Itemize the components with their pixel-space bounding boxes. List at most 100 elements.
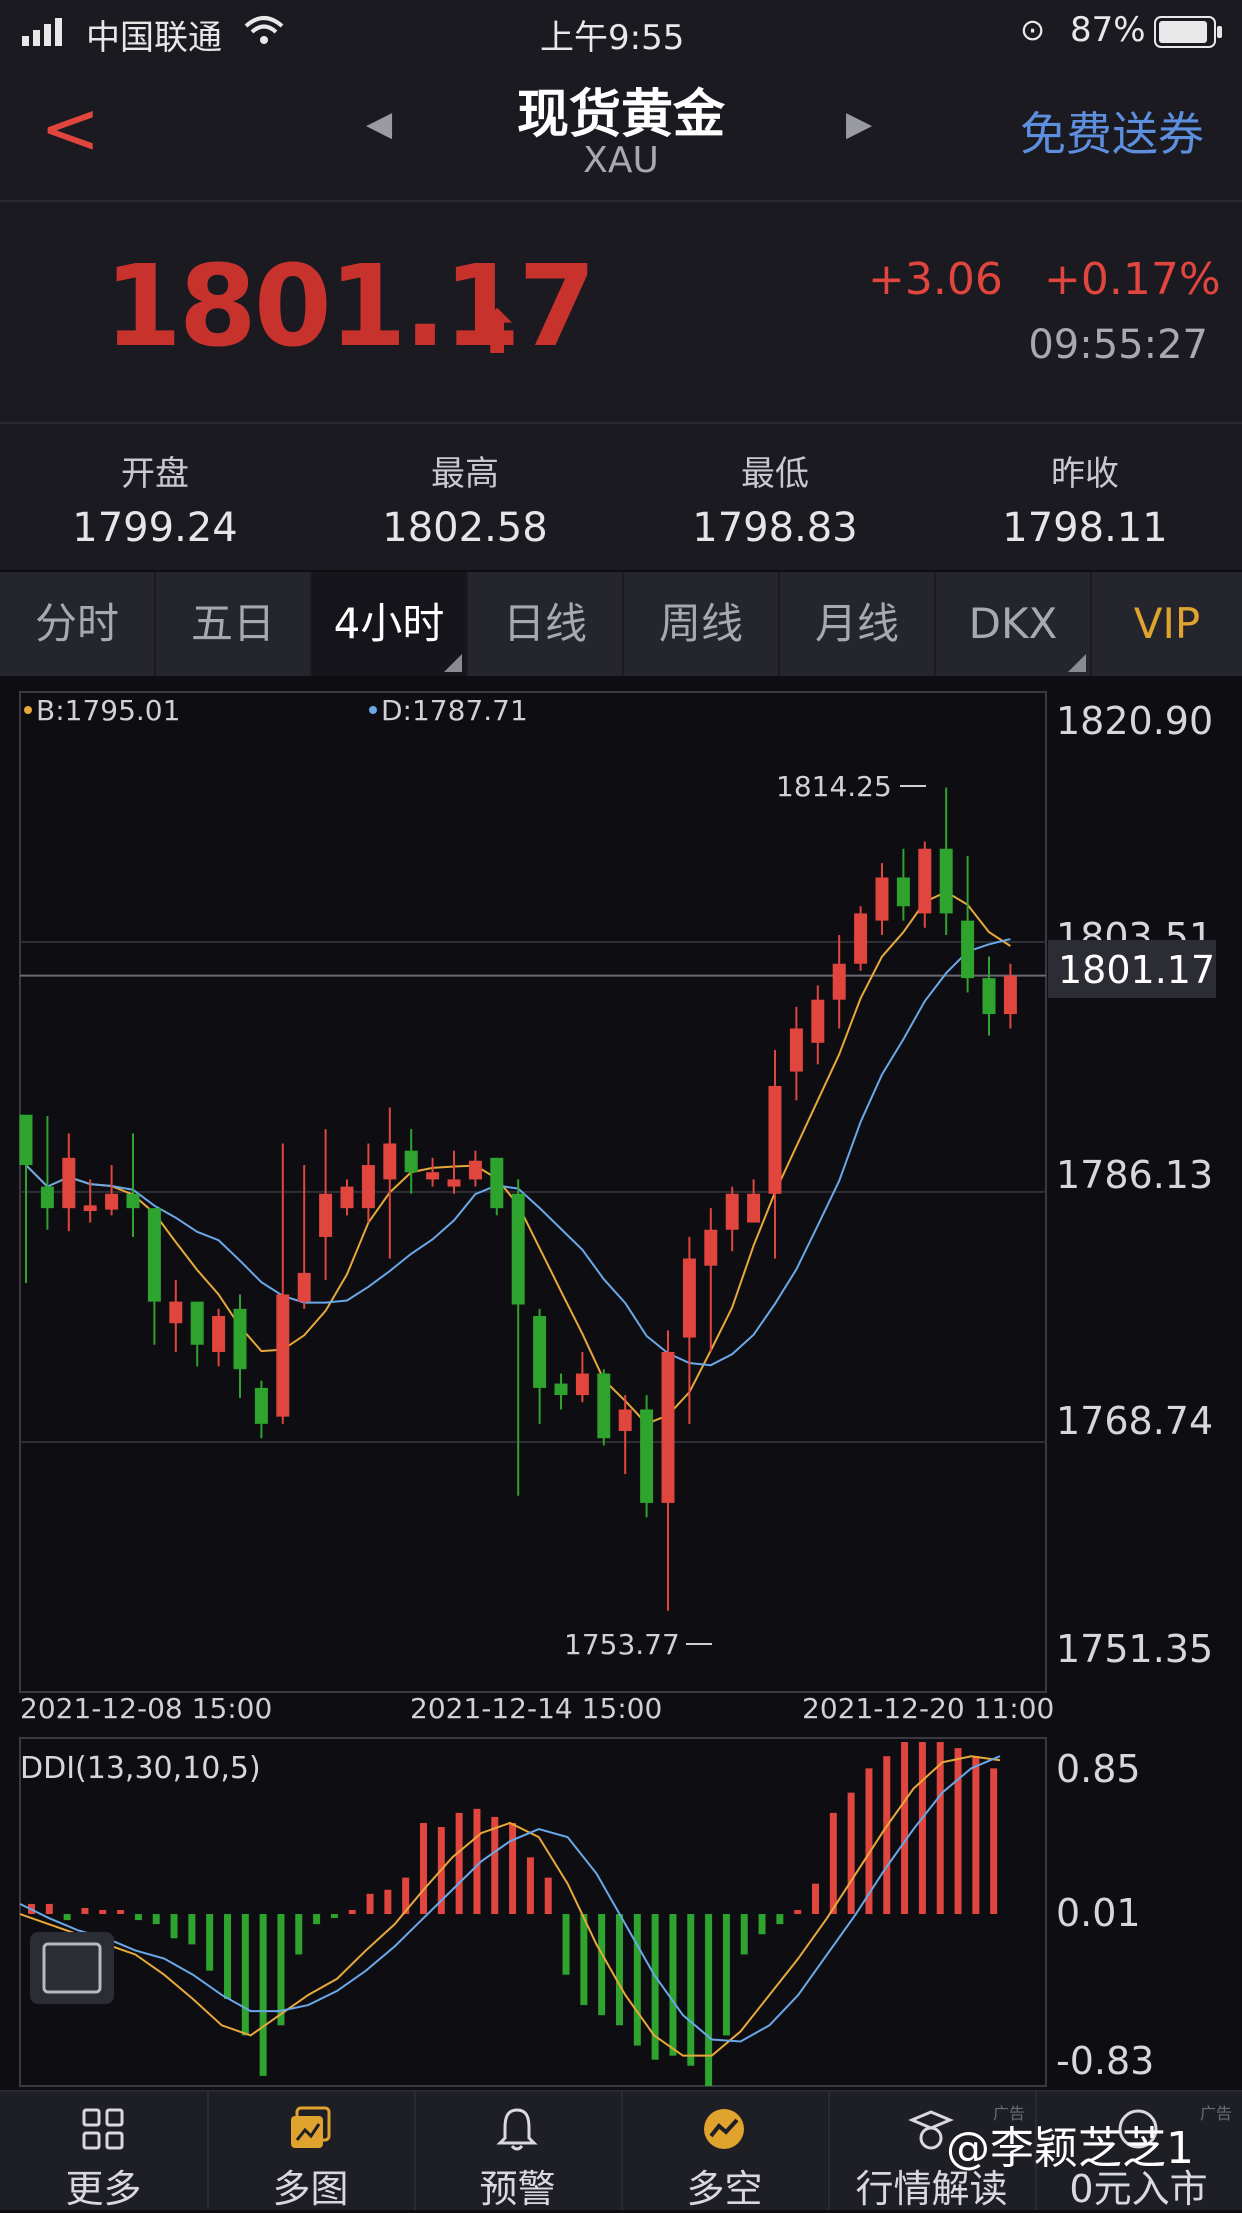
legend-d: D:1787.71 (381, 694, 528, 727)
ddi-bar (616, 1914, 623, 2026)
candle-body (618, 1409, 632, 1432)
candle-body (811, 999, 825, 1043)
ddi-bar (45, 1903, 53, 1915)
stat-value: 1799.24 (72, 505, 238, 551)
ddi-bar (402, 1877, 410, 1915)
ddi-line-fast (19, 1755, 1001, 2057)
candle-body (640, 1409, 654, 1503)
ddi-chart-frame (19, 1737, 1047, 2087)
ddi-bar (901, 1742, 909, 1915)
candle-body (832, 963, 846, 1000)
candle-body (490, 1157, 504, 1209)
candle-body (918, 848, 932, 914)
tab-dkx[interactable]: DKX (936, 572, 1092, 676)
next-instrument-icon[interactable]: ▶ (846, 104, 873, 144)
candle-body (533, 1316, 547, 1388)
ddi-bar (241, 1914, 249, 2036)
ddi-bar (170, 1914, 178, 1939)
ddi-bar (669, 1914, 677, 2056)
ad-tag: 广告 (992, 2104, 1025, 2123)
ddi-y-tick: 0.01 (1056, 1891, 1141, 1935)
price-change: +3.06 (868, 254, 1003, 305)
legend-dot-b (24, 706, 32, 714)
candle-body (661, 1351, 675, 1503)
tab-label: DKX (968, 599, 1058, 648)
stat-value: 1798.11 (1002, 505, 1168, 551)
stat-high: 最高 1802.58 (310, 446, 620, 551)
period-tabs: 分时 五日 4小时 日线 周线 月线 DKX VIP (0, 572, 1242, 676)
analysis-icon (908, 2110, 954, 2150)
ddi-line-slow (19, 1755, 1001, 2043)
signal-icon (22, 18, 62, 46)
long-short-icon (704, 2109, 744, 2149)
bottom-tab-entry[interactable]: 广告 0元入市 (1035, 2092, 1242, 2211)
entry-icon (1118, 2109, 1158, 2149)
candle-body (747, 1193, 761, 1223)
candlestick-chart[interactable]: B:1795.01 D:1787.71 1820.90 1803.51 1786… (0, 676, 1242, 2092)
candle-body (575, 1373, 589, 1396)
bottom-tab-more[interactable]: 更多 (0, 2092, 209, 2211)
candle-body (768, 1085, 782, 1194)
candle-body (62, 1157, 76, 1209)
ddi-bar (384, 1889, 392, 1915)
ddi-bar (224, 1914, 231, 1999)
tab-4-hour[interactable]: 4小时 (312, 572, 468, 676)
ddi-bar (259, 1914, 267, 2076)
prev-instrument-icon[interactable]: ◀ (366, 104, 393, 144)
ddi-bar (330, 1914, 338, 1919)
candle-body (297, 1272, 311, 1302)
chart-area[interactable]: B:1795.01 D:1787.71 1820.90 1803.51 1786… (0, 676, 1242, 2092)
ddi-bar (865, 1768, 873, 1915)
tab-monthly[interactable]: 月线 (780, 572, 936, 676)
ddi-bar (883, 1756, 891, 1915)
tab-vip[interactable]: VIP (1133, 599, 1201, 648)
back-chevron-icon[interactable]: < (40, 86, 101, 170)
bottom-tab-label: 行情解读 (855, 2167, 1008, 2211)
ddi-bar (63, 1914, 71, 1921)
candle-body (511, 1193, 525, 1305)
stat-value: 1798.83 (692, 505, 858, 551)
stats-row: 开盘 1799.24 最高 1802.58 最低 1798.83 昨收 1798… (0, 424, 1242, 570)
ddi-bar (598, 1914, 606, 2016)
ad-tag: 广告 (1199, 2104, 1232, 2123)
tab-five-day[interactable]: 五日 (156, 572, 312, 676)
candle-body (19, 1114, 33, 1166)
candle-body (939, 848, 953, 914)
ddi-bar (313, 1914, 321, 1925)
candle-body (404, 1150, 418, 1173)
bottom-tab-label: 预警 (479, 2167, 556, 2211)
bottom-tab-alert[interactable]: 预警 (414, 2092, 623, 2211)
wifi-icon (244, 16, 284, 44)
candle-body (126, 1193, 140, 1209)
free-coupon-link[interactable]: 免费送券 (1020, 107, 1204, 161)
carrier-name: 中国联通 (86, 18, 222, 58)
tab-daily[interactable]: 日线 (468, 572, 624, 676)
bottom-tab-multi-chart[interactable]: 多图 (207, 2092, 416, 2211)
bottom-tab-label: 多图 (272, 2167, 349, 2211)
tab-intraday[interactable]: 分时 (0, 572, 156, 676)
stat-label: 开盘 (121, 454, 189, 494)
bottom-tab-long-short[interactable]: 多空 (621, 2092, 830, 2211)
low-annotation: 1753.77 (564, 1628, 680, 1661)
bottom-tab-analysis[interactable]: 广告 行情解读 (828, 2092, 1037, 2211)
candle-body (704, 1229, 718, 1266)
ddi-bar (544, 1877, 552, 1915)
layout-toggle-button[interactable] (30, 1932, 114, 2004)
bottom-tab-label: 更多 (65, 2167, 142, 2211)
current-price: 1801.17 (104, 242, 596, 372)
ddi-bar (776, 1914, 784, 1925)
ddi-bar (722, 1914, 730, 2036)
legend-b: B:1795.01 (36, 694, 180, 727)
candle-body (190, 1301, 204, 1345)
ddi-bar (990, 1768, 998, 1915)
ddi-bar (847, 1792, 855, 1915)
candle-body (319, 1193, 333, 1237)
candle-body (896, 877, 910, 907)
high-annotation: 1814.25 (776, 770, 892, 803)
tab-weekly[interactable]: 周线 (624, 572, 780, 676)
ddi-bar (562, 1914, 570, 1975)
ddi-bar (954, 1748, 962, 1915)
ddi-bar (420, 1822, 427, 1915)
ddi-bar (206, 1914, 214, 1971)
ddi-bar (972, 1756, 980, 1915)
